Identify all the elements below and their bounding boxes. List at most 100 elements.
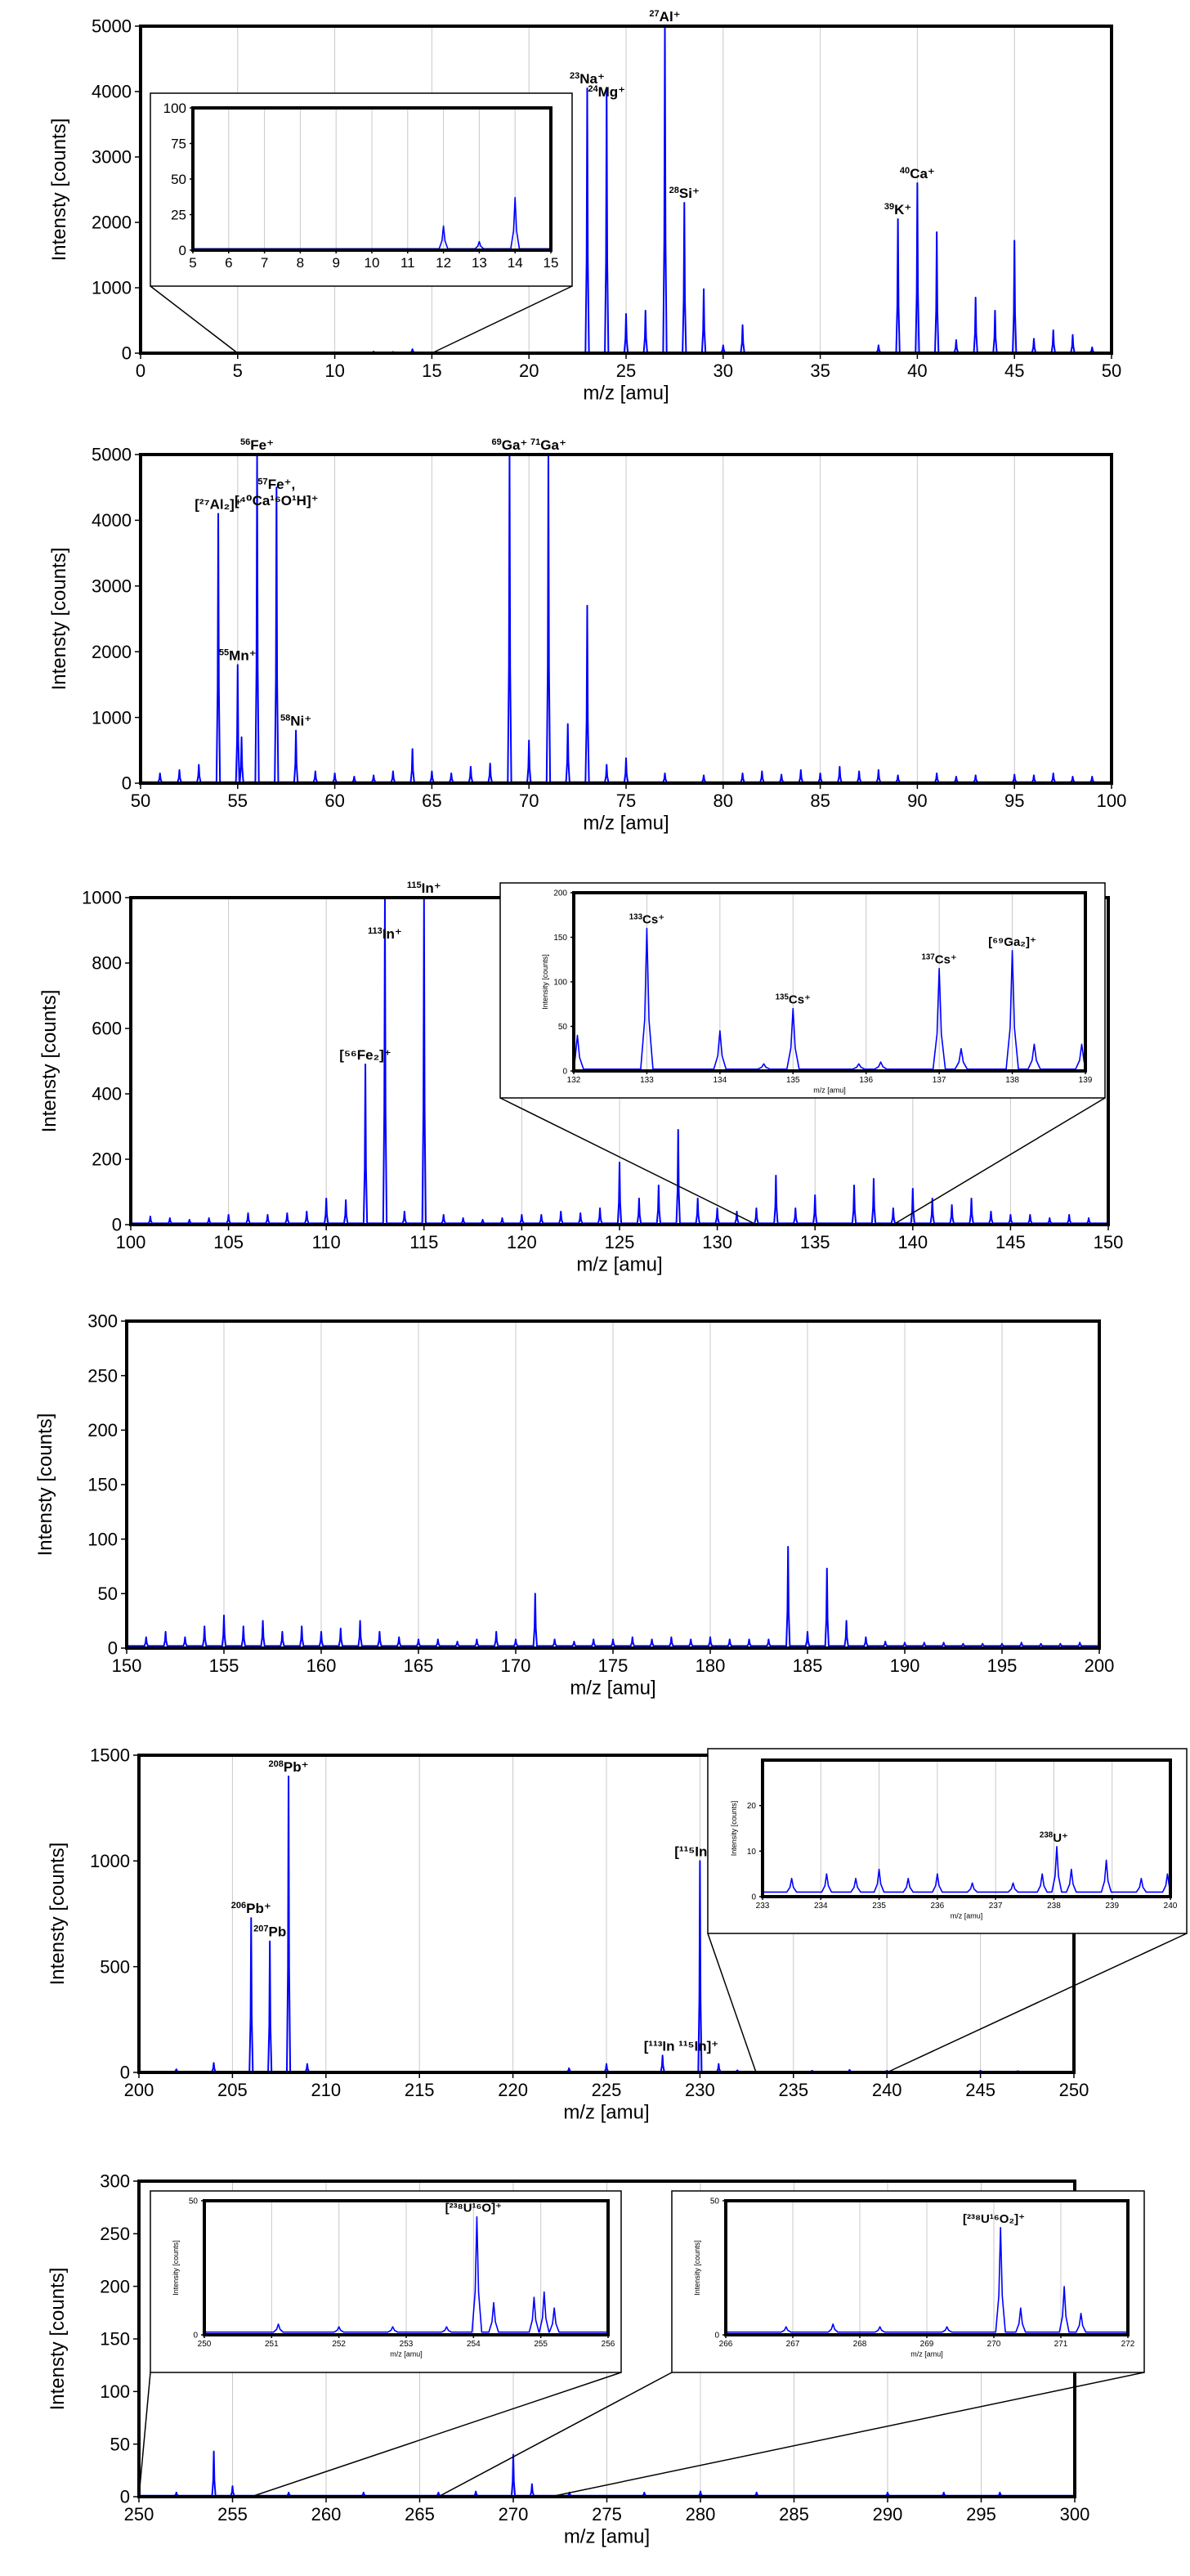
- x-tick-label: 9: [332, 255, 339, 271]
- x-axis-label: m/z [amu]: [951, 1912, 983, 1920]
- x-tick-label: 285: [779, 2504, 809, 2524]
- spectrum-chart-4: 150 155 160 165 170 175 180 185 190 195 200 0 50 100 1…: [34, 1311, 1114, 1700]
- x-tick-label: 235: [872, 1902, 886, 1911]
- inset-frame: [150, 92, 573, 287]
- y-tick-label: 300: [100, 2171, 130, 2192]
- peak-label: [²³⁸U¹⁶O]⁺: [445, 2202, 502, 2215]
- peak-label: 113In⁺: [368, 926, 402, 942]
- x-tick-label: 137: [933, 1076, 946, 1085]
- x-tick-label: 8: [297, 255, 304, 271]
- y-tick-label: 50: [710, 2197, 720, 2206]
- x-tick-label: 215: [405, 2080, 435, 2100]
- x-tick-label: 255: [217, 2504, 248, 2524]
- x-axis-label: m/z [amu]: [583, 383, 669, 405]
- peak-label: 69Ga⁺: [491, 437, 527, 453]
- zoom-connector: [251, 2372, 622, 2498]
- x-tick-label: 275: [592, 2504, 622, 2524]
- y-tick-label: 10: [747, 1848, 757, 1857]
- y-tick-label: 1000: [82, 888, 122, 908]
- x-tick-label: 110: [312, 1232, 341, 1252]
- y-tick-label: 0: [108, 1638, 118, 1659]
- peak-label: 207Pb: [253, 1924, 286, 1940]
- peak-label-ion: [²³⁸U¹⁶O]⁺: [445, 2202, 502, 2215]
- y-tick-label: 800: [92, 953, 122, 974]
- peak-label-mass: 40: [900, 166, 910, 176]
- x-tick-label: 10: [324, 361, 344, 381]
- peak-label: 23Na⁺: [570, 71, 605, 87]
- x-tick-label: 268: [853, 2340, 867, 2349]
- peak-label-ion: Ga⁺: [540, 437, 566, 453]
- zoom-connector: [892, 1097, 1106, 1225]
- y-tick-label: 2000: [92, 213, 132, 233]
- x-tick-label: 265: [405, 2504, 435, 2524]
- y-tick-label: 50: [110, 2434, 130, 2454]
- inset-chart: 266 267 268 269 270 271 272 0 50 m/z [amu] Intensi…: [671, 2190, 1145, 2373]
- x-tick-label: 5: [189, 255, 196, 271]
- x-tick-label: 256: [602, 2340, 615, 2349]
- peak-label-ion: Fe⁺,: [268, 477, 296, 492]
- x-tick-label: 290: [873, 2504, 903, 2524]
- x-tick-label: 235: [778, 2080, 808, 2100]
- y-tick-label: 1000: [92, 707, 132, 728]
- x-tick-label: 145: [995, 1232, 1026, 1252]
- x-tick-label: 185: [793, 1655, 823, 1676]
- plot-frame: [761, 1758, 1172, 1898]
- x-tick-label: 50: [131, 791, 150, 811]
- peak-label: [⁵⁶Fe₂]⁺: [339, 1047, 391, 1063]
- peak-label-mass: 206: [231, 1901, 246, 1911]
- y-tick-label: 0: [562, 1068, 567, 1077]
- peak-label-mass: 113: [368, 926, 382, 936]
- y-tick-label: 200: [100, 2276, 130, 2296]
- peak-label-mass: 115: [407, 880, 422, 890]
- x-tick-label: 251: [265, 2340, 279, 2349]
- x-tick-label: 55: [228, 791, 248, 811]
- x-tick-label: 95: [1004, 791, 1024, 811]
- y-tick-label: 1500: [90, 1745, 130, 1766]
- x-tick-label: 25: [616, 361, 636, 381]
- peak-label-ion: K⁺: [894, 202, 911, 217]
- x-axis-label: m/z [amu]: [910, 2350, 943, 2359]
- y-tick-label: 400: [92, 1084, 122, 1104]
- zoom-connector: [438, 2372, 673, 2498]
- peak-label: 135Cs⁺: [776, 992, 811, 1006]
- x-tick-label: 35: [810, 361, 830, 381]
- y-tick-label: 150: [87, 1475, 118, 1495]
- peak-label-ion: Mn⁺: [229, 647, 257, 663]
- x-tick-label: 138: [1005, 1076, 1019, 1085]
- peak-label-mass: 28: [669, 186, 679, 195]
- x-axis-label: m/z [amu]: [576, 1254, 662, 1276]
- y-axis-label: Intensty [counts]: [47, 1843, 69, 1986]
- peak-label-mass: 55: [219, 647, 229, 657]
- x-tick-label: 150: [1094, 1232, 1124, 1252]
- x-tick-label: 238: [1047, 1902, 1061, 1911]
- x-axis-label: m/z [amu]: [564, 2526, 650, 2548]
- x-tick-label: 195: [987, 1655, 1018, 1676]
- x-tick-label: 40: [907, 361, 927, 381]
- peak-label-ion: [⁶⁹Ga₂]⁺: [988, 935, 1036, 949]
- y-tick-label: 50: [98, 1584, 118, 1604]
- x-tick-label: 170: [501, 1655, 531, 1676]
- x-tick-label: 11: [400, 255, 415, 271]
- y-tick-label: 0: [179, 243, 186, 258]
- x-tick-label: 200: [1085, 1655, 1115, 1676]
- x-tick-label: 250: [198, 2340, 212, 2349]
- x-tick-label: 6: [225, 255, 232, 271]
- peak-label: 39K⁺: [884, 202, 912, 217]
- peak-label-ion: Na⁺: [579, 71, 605, 87]
- y-tick-label: 200: [92, 1149, 122, 1170]
- y-tick-label: 250: [100, 2224, 130, 2244]
- y-axis-label: Intensty [counts]: [34, 1413, 56, 1557]
- x-tick-label: 80: [714, 791, 733, 811]
- y-tick-label: 150: [553, 934, 567, 943]
- x-tick-label: 65: [422, 791, 441, 811]
- peak-label: 55Mn⁺: [219, 647, 257, 663]
- peak-label: 56Fe⁺: [240, 437, 274, 453]
- y-tick-label: 1000: [90, 1851, 130, 1871]
- x-tick-label: 13: [472, 255, 487, 271]
- peak-label-mass: 56: [240, 437, 250, 447]
- zoom-connector: [150, 285, 239, 354]
- x-tick-label: 239: [1105, 1902, 1119, 1911]
- x-tick-label: 70: [519, 791, 539, 811]
- x-tick-label: 225: [592, 2080, 622, 2100]
